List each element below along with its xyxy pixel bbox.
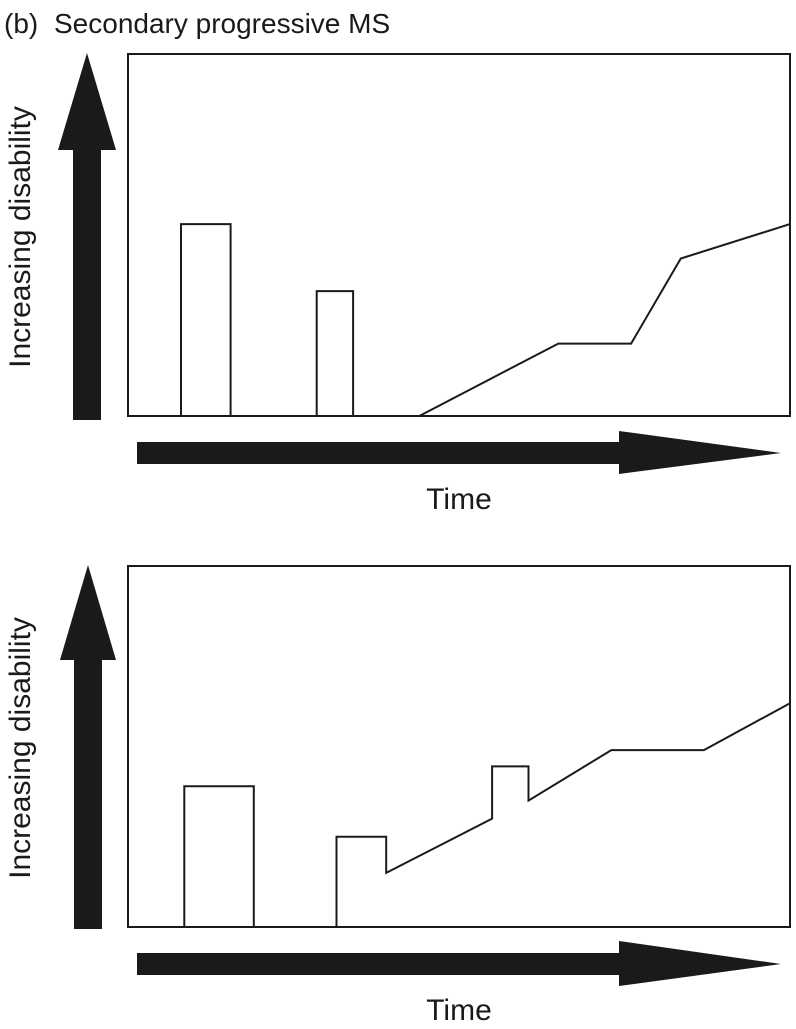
plot-frame bbox=[127, 565, 791, 928]
panel-letter: (b) bbox=[4, 8, 38, 39]
y-axis-arrow bbox=[58, 53, 116, 420]
x-axis-arrow bbox=[137, 941, 781, 986]
panel-1: Increasing disability Time bbox=[4, 53, 791, 516]
y-axis-arrow bbox=[60, 565, 116, 929]
disability-profile-line bbox=[128, 702, 791, 928]
x-axis-label: Time bbox=[426, 994, 492, 1027]
y-axis-label: Increasing disability bbox=[4, 106, 37, 368]
x-axis-label: Time bbox=[426, 483, 492, 516]
panel-2: Increasing disability Time bbox=[4, 565, 791, 1027]
disability-profile-line bbox=[128, 223, 791, 417]
x-axis-arrow bbox=[137, 431, 781, 474]
figure-title: Secondary progressive MS bbox=[54, 8, 390, 39]
y-axis-label: Increasing disability bbox=[4, 617, 37, 879]
plot-frame bbox=[127, 53, 791, 417]
